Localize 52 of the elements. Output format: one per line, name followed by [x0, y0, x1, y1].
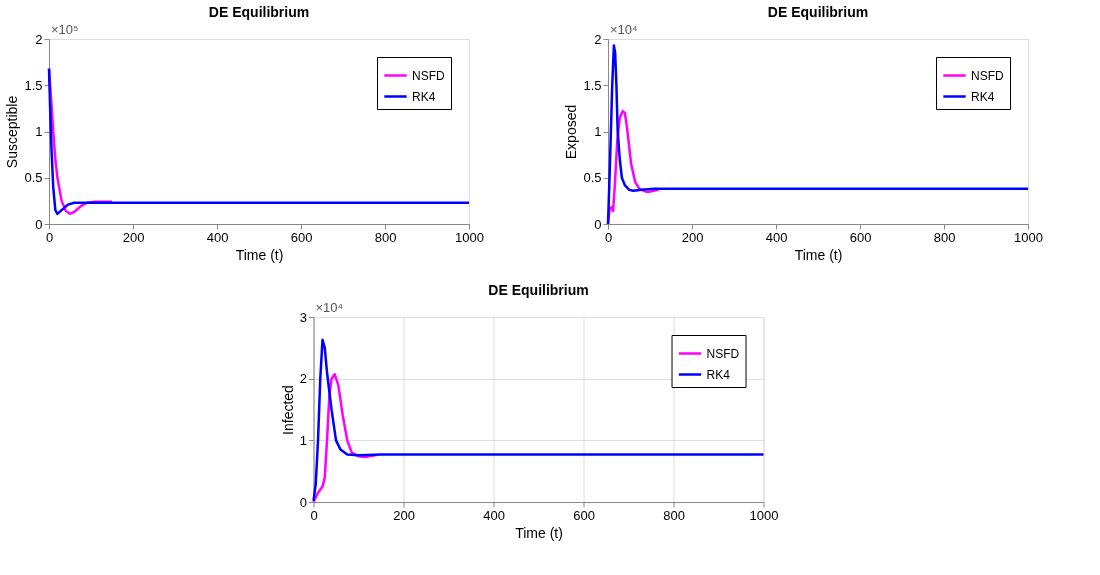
y-tick-label: 0	[594, 216, 602, 232]
y-tick-label: 2	[35, 31, 43, 47]
x-tick-label: 200	[393, 507, 415, 523]
y-tick-label: 0.5	[24, 170, 43, 186]
x-axis-title: Time (t)	[235, 246, 284, 263]
x-tick-label: 600	[290, 229, 313, 245]
x-tick-label: 1000	[749, 507, 779, 523]
text: ×10⁴	[315, 300, 344, 315]
y-tick-label: 0.5	[583, 170, 602, 186]
y-tick-label: 1	[594, 124, 602, 139]
x-tick-label: 600	[573, 507, 595, 523]
x-tick-label: 800	[374, 229, 397, 245]
chart-title: DE Equilibrium	[767, 4, 869, 20]
legend-label: RK4	[706, 367, 731, 382]
y-tick-label: 3	[299, 309, 308, 325]
x-tick-label: 0	[604, 229, 613, 245]
y-axis-title: Exposed	[563, 104, 580, 160]
legend-label: NSFD	[412, 68, 446, 83]
legend-label: RK4	[412, 89, 436, 104]
y-tick-label: 2	[299, 371, 308, 387]
chart-title: DE Equilibrium	[488, 282, 589, 298]
text: ×10⁴	[610, 22, 638, 37]
line-series	[312, 373, 378, 504]
x-axis-title: Time (t)	[794, 246, 843, 263]
x-tick-label: 400	[765, 229, 788, 245]
x-tick-label: 0	[45, 229, 54, 245]
x-tick-label: 1000	[1014, 229, 1043, 245]
y-axis-title: Infected	[279, 385, 296, 435]
y-tick-label: 0	[35, 216, 43, 232]
legend-label: NSFD	[971, 68, 1005, 83]
x-tick-label: 0	[310, 507, 318, 523]
x-tick-label: 600	[849, 229, 872, 245]
chart-title: DE Equilibrium	[208, 4, 310, 20]
y-tick-label: 1	[299, 432, 308, 448]
text: ×10⁵	[51, 22, 79, 37]
x-tick-label: 400	[206, 229, 229, 245]
legend-label: RK4	[971, 89, 995, 104]
x-tick-label: 400	[483, 507, 505, 523]
x-axis-title: Time (t)	[515, 524, 563, 541]
x-tick-label: 1000	[455, 229, 484, 245]
x-tick-label: 200	[681, 229, 704, 245]
y-axis-title: Susceptible	[4, 95, 21, 169]
y-tick-label: 2	[594, 31, 602, 47]
y-tick-label: 0	[299, 494, 308, 510]
x-tick-label: 800	[663, 507, 685, 523]
x-tick-label: 200	[122, 229, 145, 245]
y-tick-label: 1.5	[24, 77, 43, 93]
y-tick-label: 1	[35, 124, 43, 139]
legend-label: NSFD	[706, 346, 740, 361]
x-tick-label: 800	[933, 229, 956, 245]
line-series	[47, 67, 471, 216]
y-tick-label: 1.5	[583, 77, 602, 93]
